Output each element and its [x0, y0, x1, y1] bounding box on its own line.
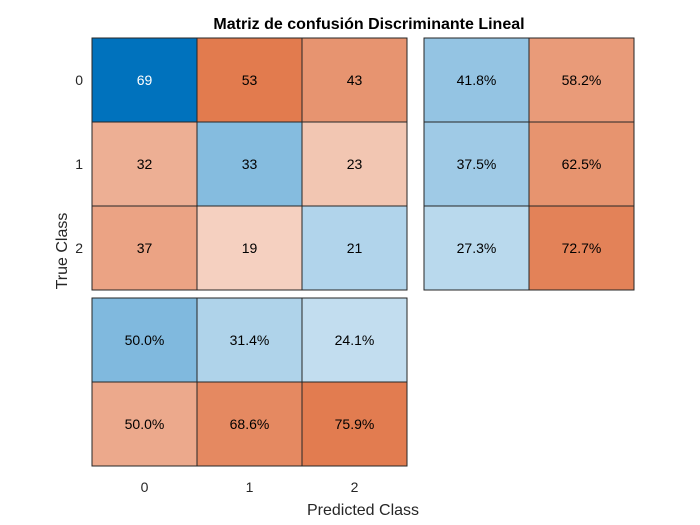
- matrix-cell-2-1-label: 19: [242, 240, 258, 256]
- row-summary-cell-1-0-label: 37.5%: [457, 156, 497, 172]
- column-summary-cell-1-1-label: 68.6%: [230, 416, 270, 432]
- matrix-cell-2-0: [91, 205, 198, 291]
- matrix-cell-0-2: [301, 37, 408, 123]
- column-summary-cell-0-1: [196, 297, 303, 383]
- column-summary-cell-1-1: [196, 381, 303, 467]
- matrix-cell-1-0: [91, 121, 198, 207]
- column-summary-cell-1-0-label: 50.0%: [125, 416, 165, 432]
- row-summary-cell-0-0-label: 41.8%: [457, 72, 497, 88]
- column-summary-cell-0-2: [301, 297, 408, 383]
- row-summary-cell-2-0: [423, 205, 530, 291]
- matrix-cell-1-0-label: 32: [137, 156, 153, 172]
- matrix-cell-2-0-label: 37: [137, 240, 153, 256]
- column-summary-cell-0-2-label: 24.1%: [335, 332, 375, 348]
- row-summary-cell-1-0: [423, 121, 530, 207]
- y-tick-label: 0: [75, 72, 83, 88]
- chart-title: Matriz de confusión Discriminante Lineal: [213, 16, 524, 33]
- matrix-cell-2-1: [196, 205, 303, 291]
- y-tick-label: 2: [75, 240, 83, 256]
- matrix-cell-1-1-label: 33: [242, 156, 258, 172]
- column-summary-cell-0-0-label: 50.0%: [125, 332, 165, 348]
- x-tick-label: 2: [351, 479, 359, 495]
- matrix-cell-0-0: [91, 37, 198, 123]
- row-summary-cell-2-0-label: 27.3%: [457, 240, 497, 256]
- matrix-cell-0-1-label: 53: [242, 72, 258, 88]
- confusion-matrix-grid: 69 53 43 32 33 23 37 19 21: [91, 37, 408, 291]
- column-summary-grid: 50.0% 31.4% 24.1% 50.0% 68.6% 75.9%: [91, 297, 408, 467]
- matrix-cell-0-2-label: 43: [347, 72, 363, 88]
- row-summary-cell-2-1-label: 72.7%: [562, 240, 602, 256]
- column-summary-cell-0-0: [91, 297, 198, 383]
- column-summary-cell-0-1-label: 31.4%: [230, 332, 270, 348]
- row-summary-cell-1-1: [528, 121, 635, 207]
- row-summary-cell-0-1-label: 58.2%: [562, 72, 602, 88]
- column-summary-cell-1-2: [301, 381, 408, 467]
- x-tick-labels: 0 1 2: [141, 479, 359, 495]
- x-tick-label: 1: [246, 479, 254, 495]
- column-summary-cell-1-0: [91, 381, 198, 467]
- x-tick-label: 0: [141, 479, 149, 495]
- y-tick-label: 1: [75, 156, 83, 172]
- column-summary-cell-1-2-label: 75.9%: [335, 416, 375, 432]
- row-summary-cell-0-0: [423, 37, 530, 123]
- matrix-cell-0-0-label: 69: [137, 72, 153, 88]
- row-summary-cell-0-1: [528, 37, 635, 123]
- y-axis-label: True Class: [54, 213, 71, 290]
- matrix-cell-2-2: [301, 205, 408, 291]
- matrix-cell-0-1: [196, 37, 303, 123]
- y-tick-labels: 0 1 2: [75, 72, 83, 256]
- row-summary-cell-2-1: [528, 205, 635, 291]
- row-summary-cell-1-1-label: 62.5%: [562, 156, 602, 172]
- row-summary-grid: 41.8% 58.2% 37.5% 62.5% 27.3% 72.7%: [423, 37, 635, 291]
- matrix-cell-1-2: [301, 121, 408, 207]
- matrix-cell-1-2-label: 23: [347, 156, 363, 172]
- matrix-cell-2-2-label: 21: [347, 240, 363, 256]
- matrix-cell-1-1: [196, 121, 303, 207]
- x-axis-label: Predicted Class: [307, 502, 419, 519]
